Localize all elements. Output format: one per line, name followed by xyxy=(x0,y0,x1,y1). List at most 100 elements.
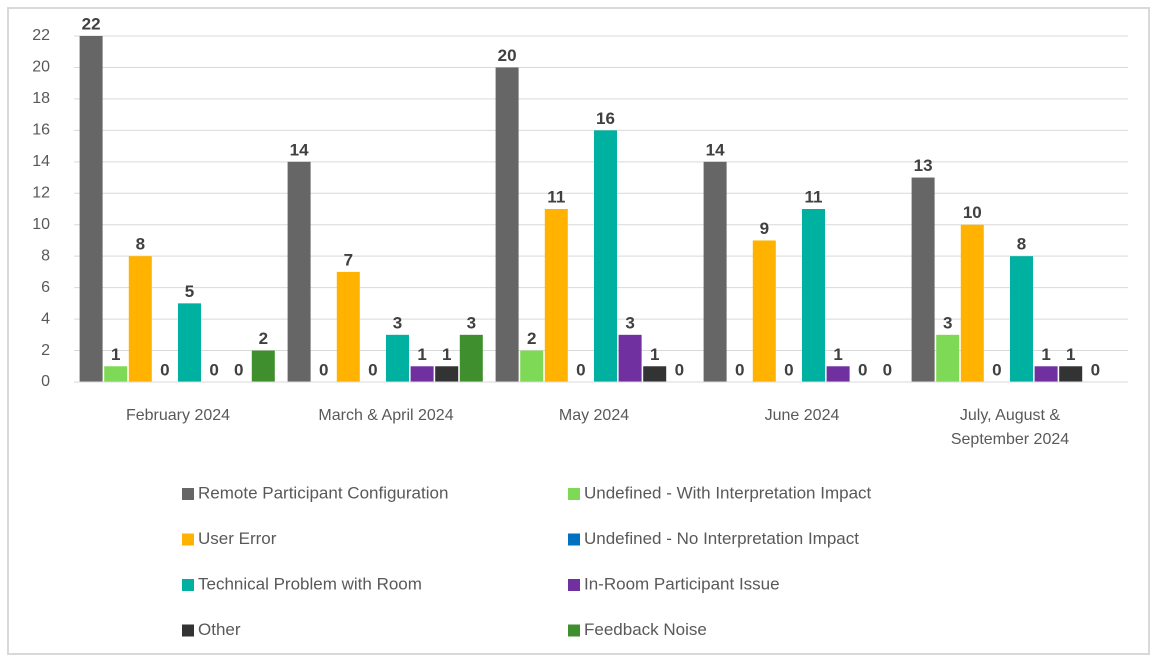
data-label: 0 xyxy=(675,360,684,379)
bar xyxy=(520,350,544,382)
data-label: 5 xyxy=(185,282,194,301)
bar xyxy=(459,334,483,382)
x-tick-label: May 2024 xyxy=(558,407,630,424)
y-tick-label: 10 xyxy=(32,216,50,233)
bar xyxy=(960,224,984,382)
y-tick-label: 2 xyxy=(41,342,50,359)
data-label: 1 xyxy=(650,345,659,364)
bar xyxy=(752,240,776,382)
data-label: 0 xyxy=(368,360,377,379)
data-label: 22 xyxy=(82,14,101,33)
bar xyxy=(178,303,201,382)
bar xyxy=(128,256,152,382)
data-label: 0 xyxy=(858,360,867,379)
bar xyxy=(1010,256,1033,382)
data-label: 3 xyxy=(625,313,634,332)
data-label: 20 xyxy=(498,46,517,65)
chart-border xyxy=(7,7,1150,655)
bar xyxy=(386,334,409,382)
bar xyxy=(802,209,825,382)
data-label: 3 xyxy=(467,313,476,332)
y-tick-label: 12 xyxy=(32,184,50,201)
data-label: 1 xyxy=(833,345,842,364)
data-label: 7 xyxy=(344,250,353,269)
bar xyxy=(936,334,960,382)
data-label: 0 xyxy=(319,360,328,379)
data-label: 8 xyxy=(1017,235,1026,254)
legend-swatch xyxy=(568,624,580,637)
data-label: 1 xyxy=(1041,345,1050,364)
data-label: 2 xyxy=(259,329,268,348)
data-label: 2 xyxy=(527,329,536,348)
data-label: 3 xyxy=(943,313,952,332)
data-label: 14 xyxy=(706,140,725,159)
legend-swatch xyxy=(568,488,580,500)
y-tick-label: 16 xyxy=(32,122,50,139)
data-label: 1 xyxy=(1066,345,1075,364)
data-label: 0 xyxy=(883,360,892,379)
legend-label: Remote Participant Configuration xyxy=(198,483,448,502)
y-tick-label: 14 xyxy=(32,153,50,170)
data-label: 1 xyxy=(111,345,120,364)
data-label: 0 xyxy=(234,360,243,379)
data-label: 11 xyxy=(805,187,823,206)
y-tick-label: 18 xyxy=(32,90,50,107)
data-label: 13 xyxy=(914,156,933,175)
legend-swatch xyxy=(182,579,194,591)
legend-label: Other xyxy=(198,620,241,639)
bar xyxy=(1034,366,1058,382)
bar xyxy=(703,161,727,382)
legend-swatch xyxy=(568,533,580,546)
data-label: 16 xyxy=(596,109,615,128)
bar xyxy=(1059,366,1083,382)
data-label: 0 xyxy=(160,360,169,379)
data-label: 14 xyxy=(290,140,309,159)
x-tick-label: July, August & September 2024 xyxy=(950,407,1070,448)
bar xyxy=(410,366,434,382)
data-label: 0 xyxy=(576,360,585,379)
bar xyxy=(826,366,850,382)
y-tick-label: 6 xyxy=(41,279,50,296)
bar xyxy=(618,334,642,382)
data-label: 0 xyxy=(1091,360,1100,379)
legend-swatch xyxy=(568,579,580,591)
legend-label: Undefined - With Interpretation Impact xyxy=(584,483,872,502)
legend-label: Undefined - No Interpretation Impact xyxy=(584,529,859,548)
y-tick-label: 22 xyxy=(32,27,50,44)
data-label: 0 xyxy=(784,360,793,379)
data-label: 11 xyxy=(547,187,565,206)
bar xyxy=(104,366,128,382)
data-label: 8 xyxy=(136,235,145,254)
data-label: 0 xyxy=(209,360,218,379)
legend-swatch xyxy=(182,624,194,637)
bar xyxy=(79,36,103,382)
legend-label: Technical Problem with Room xyxy=(198,574,422,593)
y-tick-label: 0 xyxy=(41,373,50,390)
bar xyxy=(251,350,275,382)
x-tick-label: June 2024 xyxy=(764,407,840,424)
y-tick-label: 4 xyxy=(41,310,50,327)
y-tick-label: 8 xyxy=(41,247,50,264)
legend-swatch xyxy=(182,533,194,546)
legend-label: User Error xyxy=(198,529,277,548)
bar xyxy=(911,177,935,382)
bar xyxy=(336,271,360,382)
bar xyxy=(643,366,667,382)
x-tick-label: March & April 2024 xyxy=(318,407,454,424)
bar xyxy=(435,366,459,382)
data-label: 3 xyxy=(393,313,402,332)
data-label: 10 xyxy=(963,203,982,222)
bar xyxy=(495,67,519,383)
data-label: 9 xyxy=(760,219,769,238)
data-label: 1 xyxy=(442,345,451,364)
x-tick-label: February 2024 xyxy=(125,407,231,424)
legend-swatch xyxy=(182,488,194,500)
legend-label: In-Room Participant Issue xyxy=(584,574,780,593)
bar xyxy=(287,161,311,382)
data-label: 1 xyxy=(417,345,426,364)
bar xyxy=(594,130,617,382)
y-tick-label: 20 xyxy=(32,59,50,76)
data-label: 0 xyxy=(992,360,1001,379)
